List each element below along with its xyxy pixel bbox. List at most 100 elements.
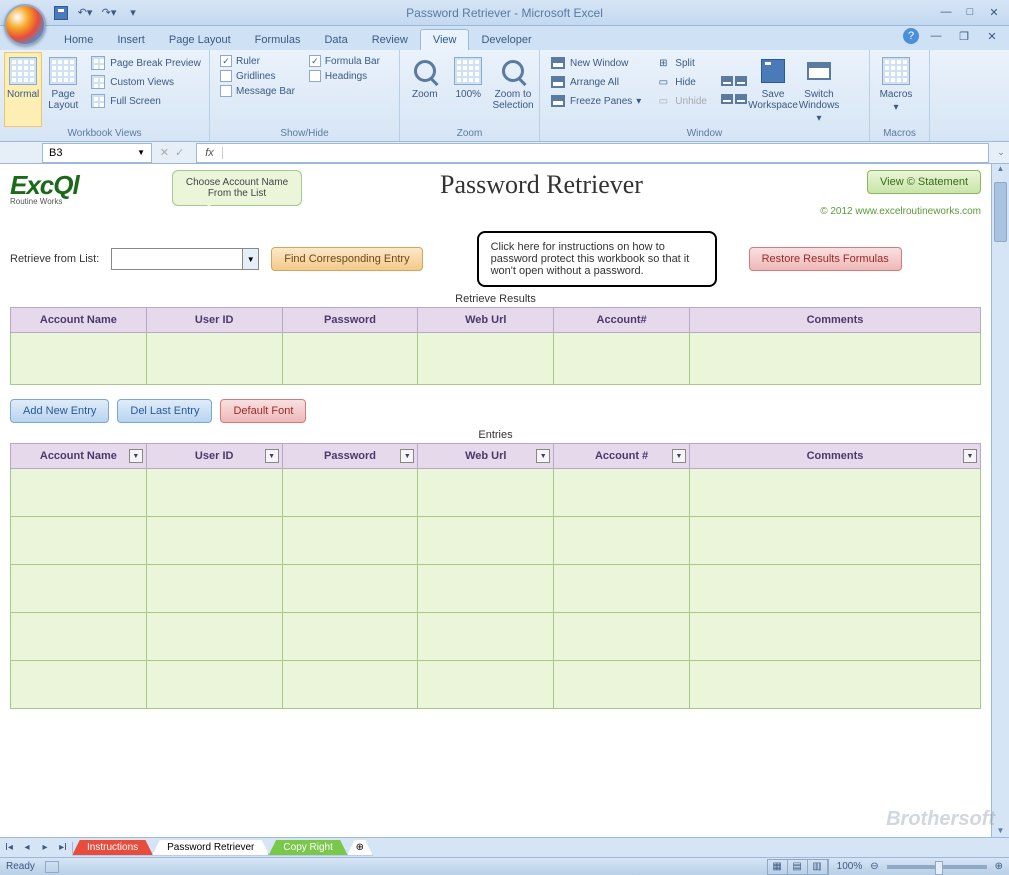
redo-icon[interactable]: ↷▾ <box>100 4 118 22</box>
scrollbar-thumb[interactable] <box>994 182 1007 242</box>
new-sheet-button[interactable]: ⊕ <box>347 840 373 856</box>
undo-icon[interactable]: ↶▾ <box>76 4 94 22</box>
page-layout-button[interactable]: Page Layout <box>44 52 82 127</box>
maximize-button[interactable]: □ <box>959 4 981 20</box>
gridlines-checkbox[interactable]: Gridlines <box>216 69 299 83</box>
formula-input[interactable]: fx <box>196 143 989 163</box>
instructions-box[interactable]: Click here for instructions on how to pa… <box>477 231 717 287</box>
quick-access-toolbar: ↶▾ ↷▾ ▾ <box>52 4 142 22</box>
first-sheet-icon[interactable]: I◂ <box>0 842 18 853</box>
retrieve-label: Retrieve from List: <box>10 253 99 265</box>
retrieve-dropdown[interactable]: ▼ <box>111 248 259 270</box>
entries-cell[interactable] <box>11 469 147 517</box>
ribbon-minimize-button[interactable]: — <box>925 28 947 44</box>
results-col-account-num: Account# <box>554 308 690 333</box>
find-entry-button[interactable]: Find Corresponding Entry <box>271 247 422 271</box>
results-cell[interactable] <box>11 333 147 385</box>
new-window-button[interactable]: New Window <box>546 54 645 72</box>
view-statement-button[interactable]: View © Statement <box>867 170 981 194</box>
switch-windows-button[interactable]: Switch Windows▾ <box>797 52 841 127</box>
filter-icon[interactable]: ▼ <box>672 449 686 463</box>
sheet-tab-instructions[interactable]: Instructions <box>72 840 153 856</box>
tab-review[interactable]: Review <box>360 30 420 50</box>
headings-checkbox[interactable]: Headings <box>305 69 384 83</box>
zoom-selection-button[interactable]: Zoom to Selection <box>491 52 535 127</box>
ruler-checkbox[interactable]: ✓Ruler <box>216 54 299 68</box>
doc-restore-button[interactable]: ❐ <box>953 28 975 44</box>
restore-formulas-button[interactable]: Restore Results Formulas <box>749 247 902 271</box>
tab-page-layout[interactable]: Page Layout <box>157 30 243 50</box>
arrange-all-button[interactable]: Arrange All <box>546 73 645 91</box>
macro-record-icon[interactable] <box>45 861 59 873</box>
entries-col-user-id[interactable]: User ID▼ <box>146 444 282 469</box>
zoom-button[interactable]: Zoom <box>404 52 446 127</box>
fx-icon[interactable]: fx <box>197 147 223 159</box>
formula-bar-checkbox[interactable]: ✓Formula Bar <box>305 54 384 68</box>
results-col-comments: Comments <box>689 308 980 333</box>
tab-view[interactable]: View <box>420 29 470 50</box>
unhide-button[interactable]: ▭Unhide <box>651 92 711 110</box>
results-col-password: Password <box>282 308 418 333</box>
expand-formula-bar-icon[interactable]: ⌄ <box>993 147 1009 158</box>
normal-view-button[interactable]: Normal <box>4 52 42 127</box>
group-label-window: Window <box>544 127 865 141</box>
group-label-zoom: Zoom <box>404 127 535 141</box>
filter-icon[interactable]: ▼ <box>265 449 279 463</box>
name-box[interactable]: B3▼ <box>42 143 152 163</box>
page-layout-view-icon[interactable]: ▤ <box>788 860 808 874</box>
macros-button[interactable]: Macros▾ <box>874 52 918 127</box>
full-screen-button[interactable]: Full Screen <box>86 92 205 110</box>
sheet-tab-copy-right[interactable]: Copy Right <box>268 840 347 856</box>
help-icon[interactable]: ? <box>903 28 919 44</box>
zoom-out-icon[interactable]: ⊖ <box>870 861 878 872</box>
ribbon-tab-row: Home Insert Page Layout Formulas Data Re… <box>0 26 1009 50</box>
entries-col-password[interactable]: Password▼ <box>282 444 418 469</box>
entries-heading: Entries <box>10 429 981 441</box>
vertical-scrollbar[interactable]: ▲ ▼ <box>991 164 1009 837</box>
qat-customize-icon[interactable]: ▾ <box>124 4 142 22</box>
logo-subtitle: Routine Works <box>10 197 160 206</box>
custom-views-button[interactable]: Custom Views <box>86 73 205 91</box>
save-icon[interactable] <box>52 4 70 22</box>
tab-home[interactable]: Home <box>52 30 105 50</box>
del-entry-button[interactable]: Del Last Entry <box>117 399 212 423</box>
filter-icon[interactable]: ▼ <box>963 449 977 463</box>
sheet-tab-password-retriever[interactable]: Password Retriever <box>152 840 269 856</box>
entries-col-account-name[interactable]: Account Name▼ <box>11 444 147 469</box>
zoom-in-icon[interactable]: ⊕ <box>995 861 1003 872</box>
save-workspace-button[interactable]: Save Workspace <box>751 52 795 127</box>
message-bar-checkbox[interactable]: Message Bar <box>216 84 299 98</box>
prev-sheet-icon[interactable]: ◂ <box>18 842 36 853</box>
page-break-view-icon[interactable]: ▥ <box>808 860 828 874</box>
office-button[interactable] <box>4 4 46 46</box>
split-button[interactable]: ⊞Split <box>651 54 711 72</box>
normal-view-icon[interactable]: ▦ <box>768 860 788 874</box>
page-break-preview-button[interactable]: Page Break Preview <box>86 54 205 72</box>
freeze-panes-button[interactable]: Freeze Panes ▾ <box>546 92 645 110</box>
filter-icon[interactable]: ▼ <box>400 449 414 463</box>
results-col-user-id: User ID <box>146 308 282 333</box>
default-font-button[interactable]: Default Font <box>220 399 306 423</box>
filter-icon[interactable]: ▼ <box>536 449 550 463</box>
doc-close-button[interactable]: ✕ <box>981 28 1003 44</box>
close-button[interactable]: ✕ <box>983 4 1005 20</box>
zoom-slider[interactable] <box>887 865 987 869</box>
next-sheet-icon[interactable]: ▸ <box>36 842 54 853</box>
entries-col-comments[interactable]: Comments▼ <box>689 444 980 469</box>
status-ready: Ready <box>6 861 35 872</box>
tab-insert[interactable]: Insert <box>105 30 157 50</box>
last-sheet-icon[interactable]: ▸I <box>54 842 72 853</box>
copyright-text: © 2012 www.excelroutineworks.com <box>781 206 981 217</box>
tab-formulas[interactable]: Formulas <box>243 30 313 50</box>
minimize-button[interactable]: — <box>935 4 957 20</box>
tab-data[interactable]: Data <box>312 30 359 50</box>
zoom-level[interactable]: 100% <box>837 861 863 872</box>
hide-button[interactable]: ▭Hide <box>651 73 711 91</box>
tab-developer[interactable]: Developer <box>469 30 543 50</box>
zoom-100-button[interactable]: 100% <box>448 52 490 127</box>
entries-col-account-num[interactable]: Account #▼ <box>554 444 690 469</box>
filter-icon[interactable]: ▼ <box>129 449 143 463</box>
entries-col-web-url[interactable]: Web Url▼ <box>418 444 554 469</box>
sheet-tab-bar: I◂ ◂ ▸ ▸I Instructions Password Retrieve… <box>0 837 1009 857</box>
add-entry-button[interactable]: Add New Entry <box>10 399 109 423</box>
